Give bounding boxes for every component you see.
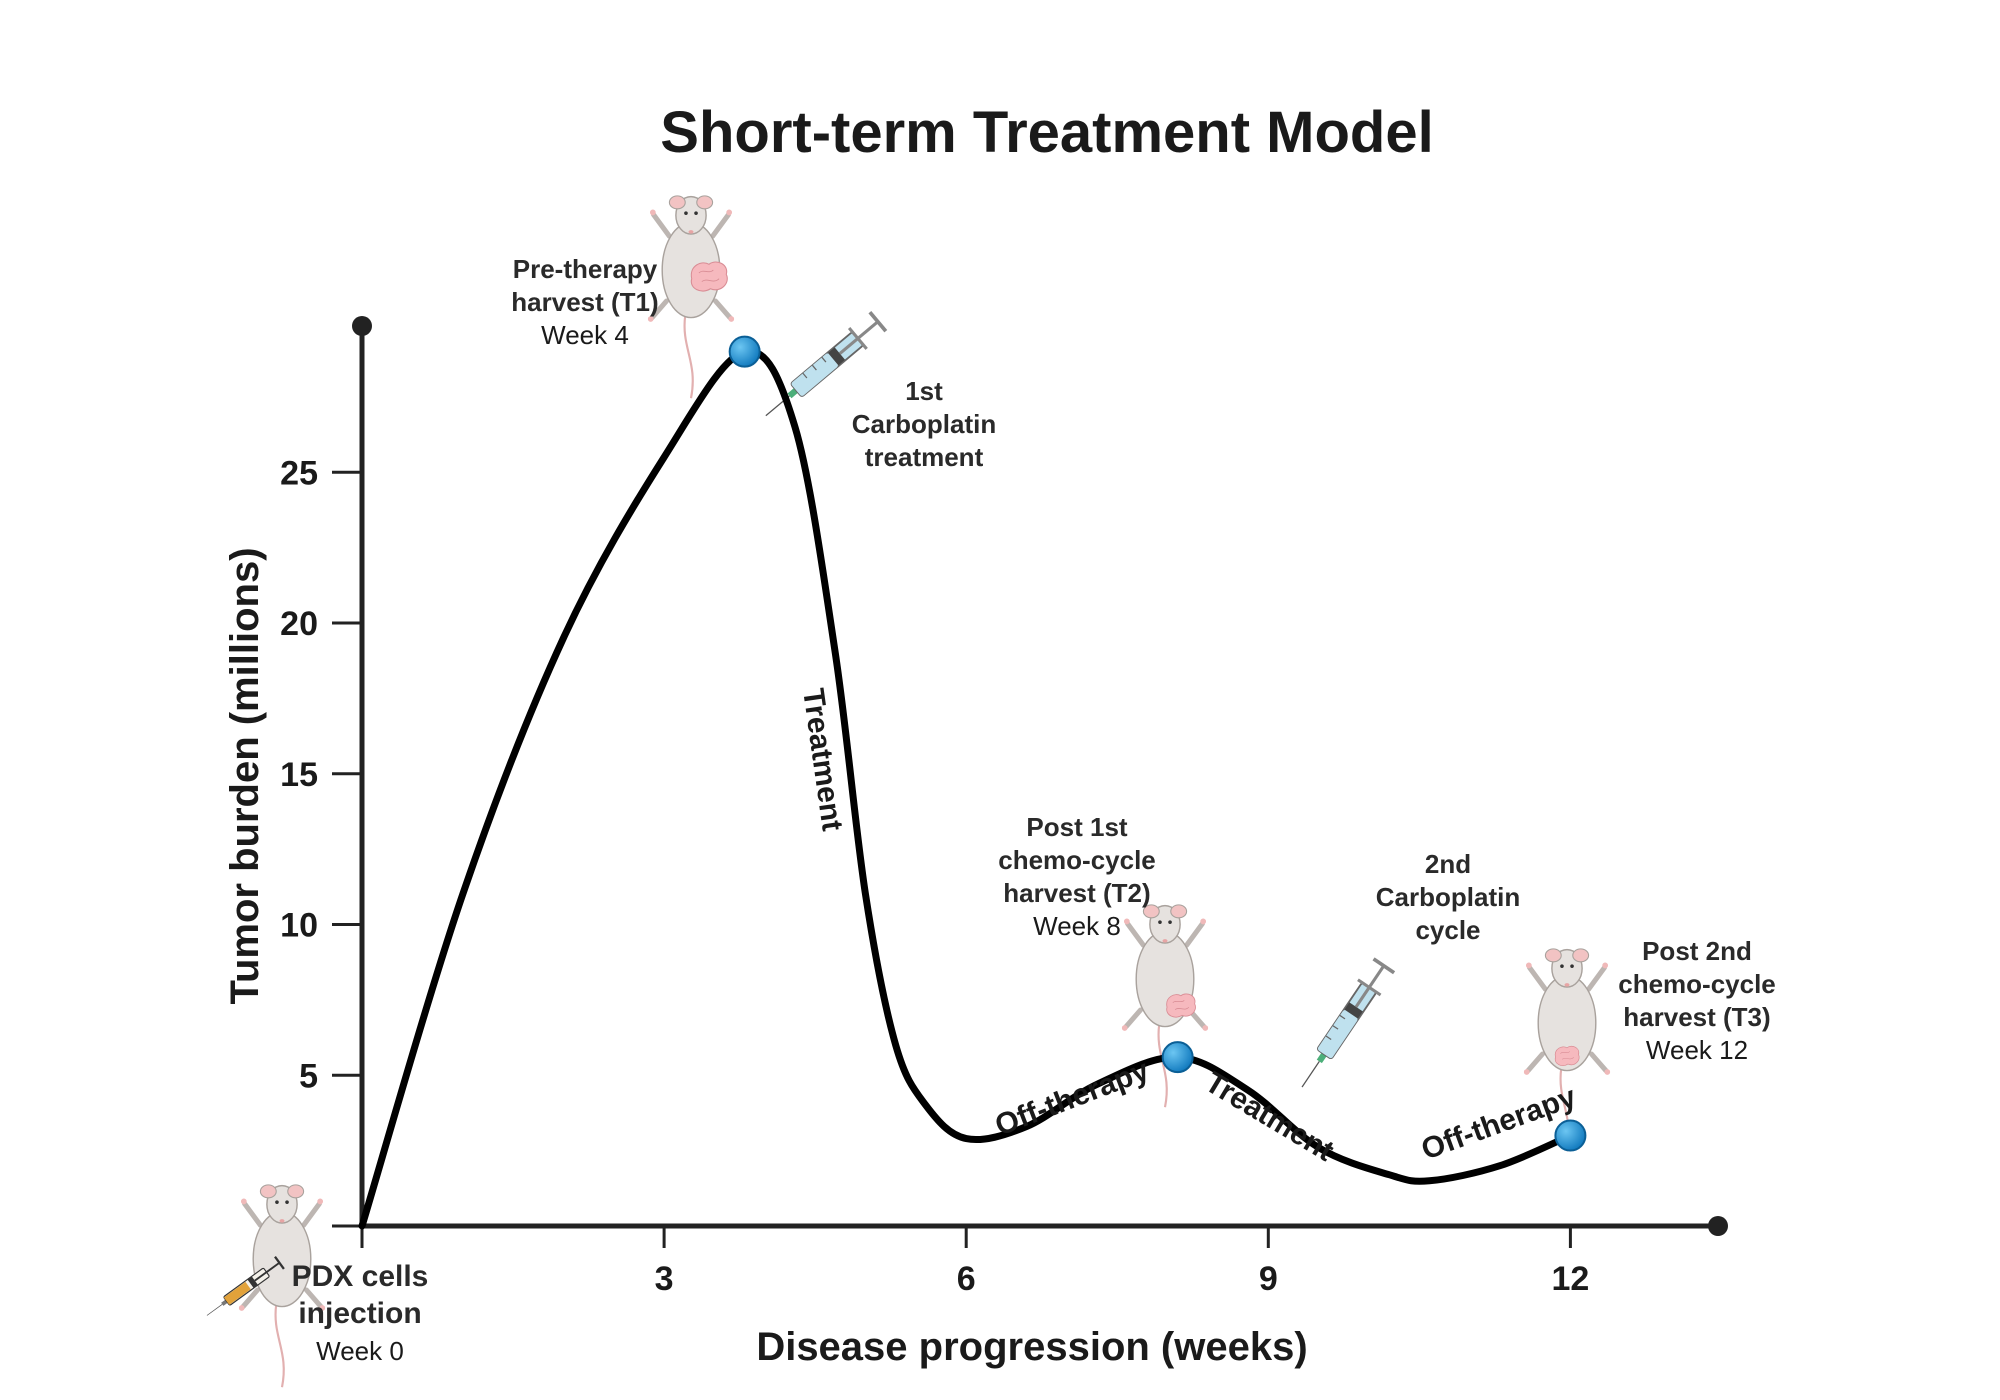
annotation-t3-line-1: Post 2nd — [1642, 936, 1752, 966]
x-tick-label: 6 — [957, 1260, 976, 1298]
annotation-carbo2: 2nd Carboplatin cycle — [1376, 849, 1520, 945]
annotation-t3: Post 2nd chemo-cycle harvest (T3) Week 1… — [1618, 936, 1776, 1065]
annotation-carbo2-line-1: 2nd — [1425, 849, 1471, 879]
annotation-carbo1-line-2: Carboplatin — [852, 409, 996, 439]
annotation-injection-line-1: PDX cells — [292, 1260, 429, 1293]
annotation-carbo1-line-1: 1st — [905, 376, 943, 406]
y-ticks: 5 10 15 20 25 — [280, 454, 362, 1228]
annotation-t2-line-3: harvest (T2) — [1003, 878, 1150, 908]
y-axis-end-dot — [352, 316, 372, 336]
annotation-carbo2-line-2: Carboplatin — [1376, 882, 1520, 912]
annotation-carbo1: 1st Carboplatin treatment — [852, 376, 996, 472]
harvest-marker-3 — [1554, 1119, 1587, 1152]
tumor-burden-line — [358, 347, 1574, 1230]
annotation-t1-week: Week 4 — [541, 320, 629, 350]
x-axis-title: Disease progression (weeks) — [756, 1325, 1307, 1369]
annotation-t3-line-2: chemo-cycle — [1618, 969, 1776, 999]
phase-label-off-therapy-2: Off-therapy — [1417, 1080, 1581, 1166]
harvest-marker-1 — [728, 335, 761, 368]
annotation-injection-week: Week 0 — [316, 1336, 404, 1366]
annotation-t1: Pre-therapy harvest (T1) Week 4 — [511, 254, 658, 350]
annotation-carbo2-line-3: cycle — [1415, 915, 1480, 945]
y-axis-title: Tumor burden (millions) — [223, 547, 267, 1004]
annotation-t3-week: Week 12 — [1646, 1035, 1748, 1065]
annotation-t2-week: Week 8 — [1033, 911, 1121, 941]
y-tick-label: 5 — [299, 1057, 318, 1095]
x-ticks: 3 6 9 12 — [360, 1226, 1589, 1298]
annotation-t2-line-1: Post 1st — [1026, 812, 1127, 842]
harvest-marker-2 — [1161, 1041, 1194, 1074]
annotation-t2-line-2: chemo-cycle — [998, 845, 1156, 875]
phase-label-treatment-2: Treatment — [1199, 1066, 1339, 1168]
annotation-t3-line-3: harvest (T3) — [1623, 1002, 1770, 1032]
annotation-injection: PDX cells injection Week 0 — [292, 1260, 429, 1366]
syringe-icon — [1288, 956, 1397, 1097]
phase-label-off-therapy-1: Off-therapy — [991, 1054, 1154, 1143]
annotation-t1-line-2: harvest (T1) — [511, 287, 658, 317]
annotation-t2: Post 1st chemo-cycle harvest (T2) Week 8 — [998, 812, 1156, 941]
y-tick-label: 20 — [280, 605, 318, 643]
x-tick-label: 3 — [655, 1260, 674, 1298]
annotation-injection-line-2: injection — [298, 1297, 421, 1330]
harvest-markers — [728, 335, 1587, 1152]
y-tick-label: 25 — [280, 454, 318, 492]
y-tick-label: 15 — [280, 756, 318, 794]
annotation-carbo1-line-3: treatment — [865, 442, 984, 472]
chart-title: Short-term Treatment Model — [660, 100, 1433, 165]
x-axis-end-dot — [1708, 1216, 1728, 1236]
x-tick-label: 12 — [1551, 1260, 1589, 1298]
y-tick-label: 10 — [280, 907, 318, 945]
x-tick-label: 9 — [1259, 1260, 1278, 1298]
annotation-t1-line-1: Pre-therapy — [513, 254, 658, 284]
